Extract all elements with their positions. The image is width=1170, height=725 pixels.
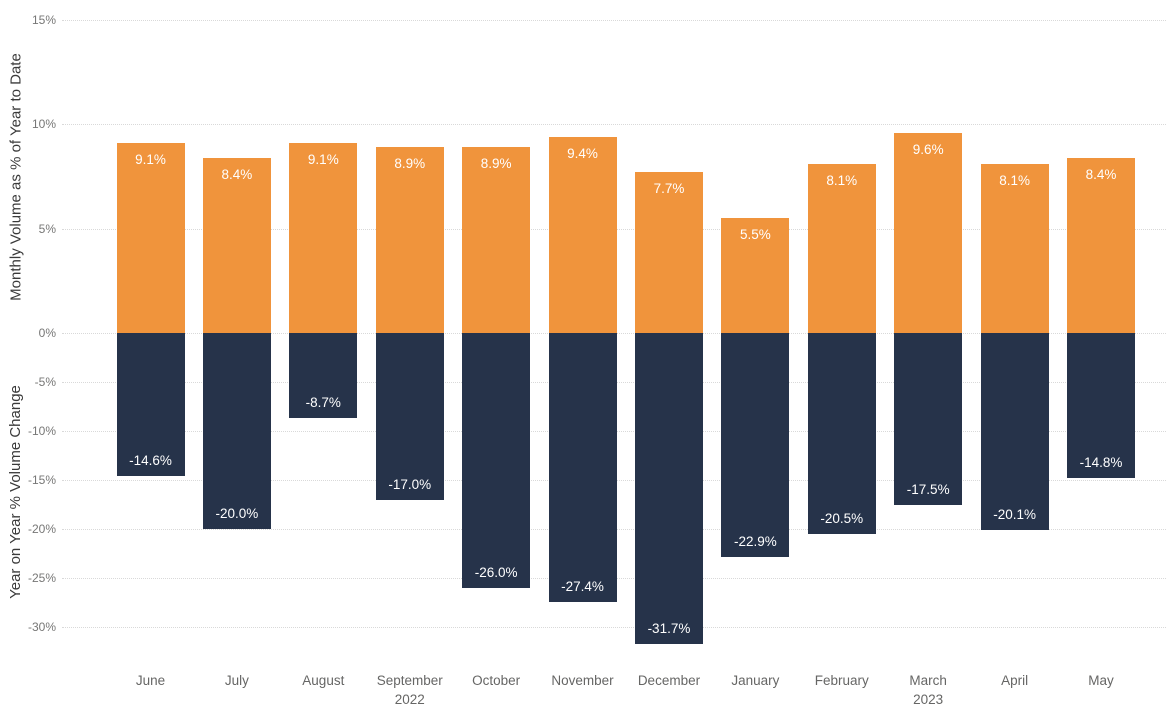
bar-positive-september[interactable] xyxy=(375,147,444,333)
bar-negative-april[interactable] xyxy=(980,333,1049,530)
x-axis-label-may: May xyxy=(1088,673,1114,688)
bar-negative-june[interactable] xyxy=(116,333,185,477)
bar-label-negative-august: -8.7% xyxy=(305,395,341,411)
x-axis-year-label: 2022 xyxy=(394,692,425,707)
bar-label-positive-april: 8.1% xyxy=(999,172,1030,188)
bar-label-negative-december: -31.7% xyxy=(647,620,691,636)
bar-positive-july[interactable] xyxy=(202,157,271,333)
x-axis-label-september: September 2022 xyxy=(355,671,465,709)
x-axis-label-june: June xyxy=(135,673,166,688)
bar-label-positive-february: 8.1% xyxy=(826,172,858,188)
bar-label-negative-february: -20.5% xyxy=(820,510,864,526)
bar-positive-august[interactable] xyxy=(289,143,358,333)
bar-negative-august[interactable] xyxy=(289,333,358,419)
bar-label-negative-april: -20.1% xyxy=(993,506,1036,522)
bar-label-positive-july: 8.4% xyxy=(221,166,253,182)
bar-negative-november[interactable] xyxy=(548,333,617,602)
bar-positive-november[interactable] xyxy=(548,136,617,333)
gridline--30pct xyxy=(62,627,1166,628)
x-axis-label-april: April xyxy=(1001,673,1029,688)
x-axis-label-december: December xyxy=(637,673,701,688)
y-tick-5pct: 5% xyxy=(38,221,56,236)
bar-negative-july[interactable] xyxy=(202,333,271,529)
y-tick-15pct: 15% xyxy=(31,13,56,27)
bar-label-negative-march: -17.5% xyxy=(906,481,950,497)
x-axis-label-february: February xyxy=(814,673,869,688)
bar-label-negative-june: -14.6% xyxy=(129,453,172,469)
x-axis-label-january: January xyxy=(731,673,780,688)
y-tick--30pct: -30% xyxy=(27,620,56,634)
bar-negative-january[interactable] xyxy=(721,333,790,558)
bar-label-negative-january: -22.9% xyxy=(733,534,777,550)
bar-label-positive-november: 9.4% xyxy=(567,145,598,161)
bar-label-negative-september: -17.0% xyxy=(388,476,432,492)
x-axis-year-label: 2023 xyxy=(913,692,944,707)
gridline-15pct xyxy=(62,20,1166,21)
y-tick--5pct: -5% xyxy=(34,375,56,389)
y-tick--10pct: -10% xyxy=(27,424,56,438)
x-axis-label-march: March 2023 xyxy=(873,671,983,709)
bar-positive-december[interactable] xyxy=(634,172,703,333)
bar-label-negative-october: -26.0% xyxy=(474,564,518,580)
bar-positive-january[interactable] xyxy=(721,218,790,333)
bar-negative-september[interactable] xyxy=(375,333,444,500)
y-tick--15pct: -15% xyxy=(27,473,56,487)
y-tick--25pct: -25% xyxy=(27,571,56,585)
y-tick-10pct: 10% xyxy=(31,117,56,132)
bar-negative-december[interactable] xyxy=(634,333,703,644)
bar-label-positive-december: 7.7% xyxy=(653,181,685,197)
bar-label-positive-june: 9.1% xyxy=(135,152,166,168)
bar-positive-april[interactable] xyxy=(980,163,1049,333)
bar-label-positive-january: 5.5% xyxy=(739,227,771,243)
bar-negative-february[interactable] xyxy=(807,333,876,534)
bar-label-negative-july: -20.0% xyxy=(215,506,259,521)
bar-label-positive-september: 8.9% xyxy=(394,156,426,172)
bar-positive-october[interactable] xyxy=(462,147,531,333)
y-axis-title-top: Monthly Volume as % of Year to Date xyxy=(7,52,24,301)
y-tick--20pct: -20% xyxy=(27,522,56,536)
bar-positive-february[interactable] xyxy=(807,163,876,333)
x-axis-label-october: October xyxy=(472,673,521,688)
x-axis-label-august: August xyxy=(302,673,345,688)
bar-label-positive-may: 8.4% xyxy=(1085,166,1117,182)
x-axis-label-july: July xyxy=(224,673,249,688)
bar-positive-march[interactable] xyxy=(894,132,963,333)
bar-label-negative-may: -14.8% xyxy=(1079,455,1123,471)
bar-positive-may[interactable] xyxy=(1067,157,1135,333)
bar-label-positive-august: 9.1% xyxy=(307,152,339,168)
bar-negative-march[interactable] xyxy=(894,333,963,505)
y-tick-0pct: 0% xyxy=(38,326,56,340)
x-axis-label-november: November xyxy=(551,673,614,688)
bar-negative-october[interactable] xyxy=(462,333,531,588)
bar-label-negative-november: -27.4% xyxy=(561,578,604,594)
bar-positive-june[interactable] xyxy=(116,143,185,333)
bar-negative-may[interactable] xyxy=(1067,333,1135,479)
bar-label-positive-october: 8.9% xyxy=(480,156,512,172)
gridline-10pct xyxy=(62,124,1166,126)
bar-label-positive-march: 9.6% xyxy=(912,141,944,157)
